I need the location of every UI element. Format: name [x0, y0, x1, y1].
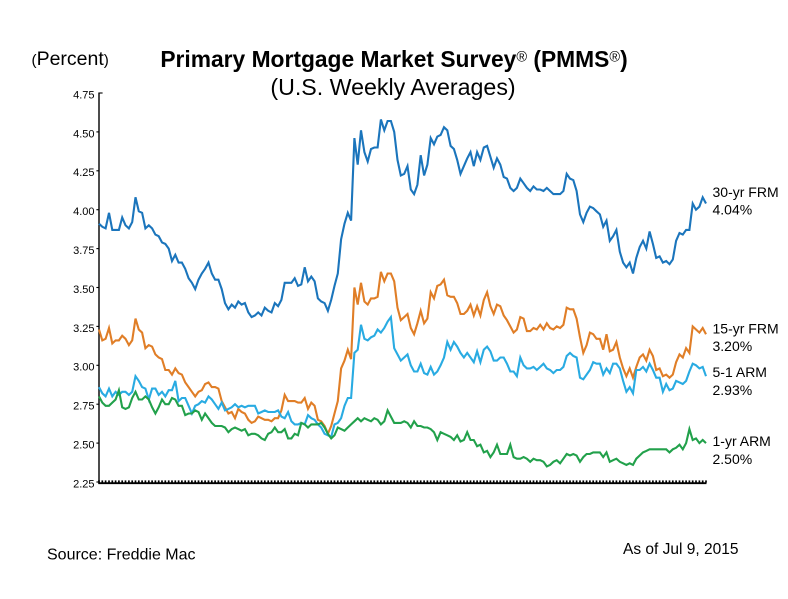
- svg-text:3.25: 3.25: [73, 323, 94, 335]
- svg-text:4.04%: 4.04%: [713, 202, 753, 218]
- svg-text:3.75: 3.75: [73, 245, 94, 257]
- svg-text:Source: Freddie Mac: Source: Freddie Mac: [47, 547, 196, 564]
- svg-text:15-yr FRM: 15-yr FRM: [713, 321, 779, 337]
- svg-text:As of Jul 9, 2015: As of Jul 9, 2015: [623, 541, 738, 558]
- svg-text:4.75: 4.75: [73, 89, 94, 101]
- svg-text:2.75: 2.75: [73, 401, 94, 413]
- svg-text:4.00: 4.00: [73, 206, 94, 218]
- svg-text:4.50: 4.50: [73, 128, 94, 140]
- svg-text:2.25: 2.25: [73, 478, 94, 490]
- svg-text:3.20%: 3.20%: [713, 338, 753, 354]
- svg-text:1-yr ARM: 1-yr ARM: [713, 433, 771, 449]
- svg-text:2.93%: 2.93%: [713, 382, 753, 398]
- svg-text:Primary Mortgage Market Survey: Primary Mortgage Market Survey® (PMMS®): [160, 46, 627, 72]
- svg-text:(Percent): (Percent): [32, 48, 109, 70]
- svg-text:3.00: 3.00: [73, 362, 94, 374]
- svg-text:5-1 ARM: 5-1 ARM: [713, 364, 767, 380]
- svg-text:(U.S. Weekly Averages): (U.S. Weekly Averages): [270, 74, 515, 100]
- svg-text:3.50: 3.50: [73, 284, 94, 296]
- svg-text:2.50: 2.50: [73, 440, 94, 452]
- svg-text:4.25: 4.25: [73, 167, 94, 179]
- svg-text:30-yr FRM: 30-yr FRM: [713, 184, 779, 200]
- svg-text:2.50%: 2.50%: [713, 451, 753, 467]
